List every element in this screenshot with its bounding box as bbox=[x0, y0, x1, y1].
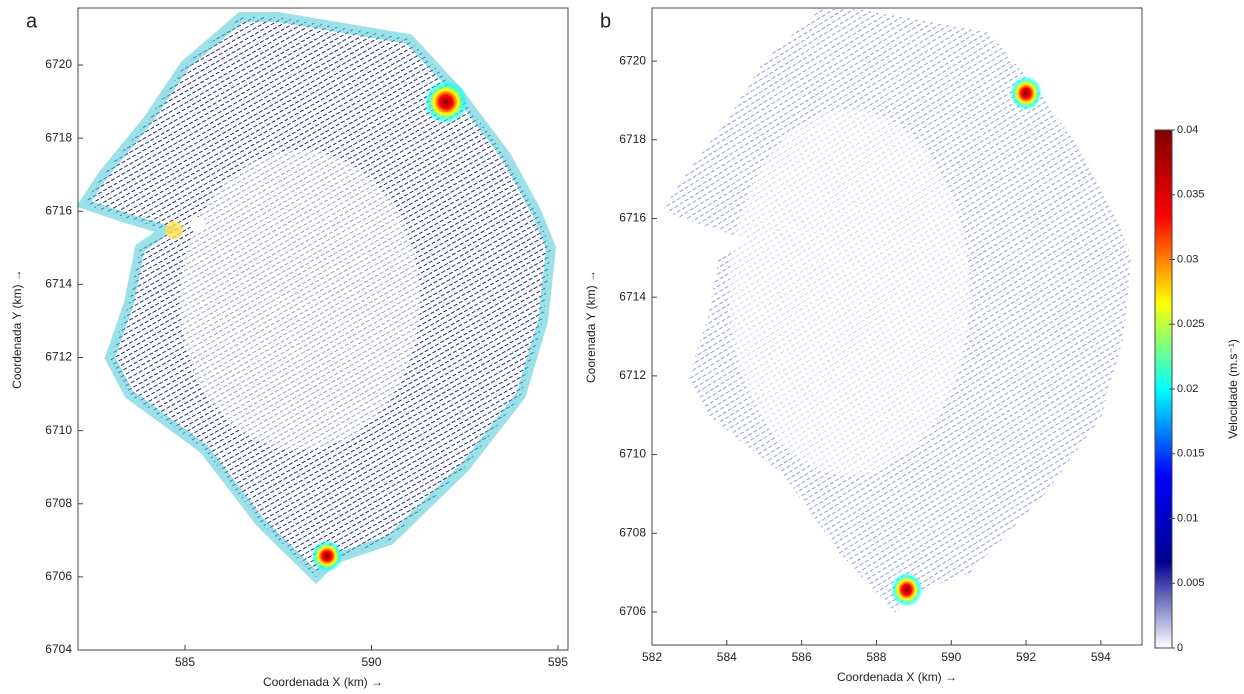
x-axis-label: Coordenada X (km) → bbox=[837, 670, 957, 684]
x-tick-label: 585 bbox=[175, 655, 195, 669]
plot-frame bbox=[77, 7, 569, 651]
y-tick-label: 6708 bbox=[45, 496, 72, 510]
x-tick-label: 590 bbox=[941, 650, 961, 664]
colorbar-tick-label: 0.02 bbox=[1177, 383, 1198, 395]
x-tick-label: 584 bbox=[717, 650, 737, 664]
x-tick-label: 588 bbox=[866, 650, 886, 664]
y-tick-label: 6714 bbox=[619, 289, 646, 303]
y-tick-label: 6704 bbox=[45, 642, 72, 656]
colorbar-tick-label: 0 bbox=[1177, 642, 1183, 654]
y-tick-label: 6708 bbox=[619, 525, 646, 539]
colorbar-tick-label: 0.035 bbox=[1177, 189, 1205, 201]
colorbar-tick-label: 0.03 bbox=[1177, 253, 1198, 265]
x-tick-label: 592 bbox=[1016, 650, 1036, 664]
x-tick-label: 582 bbox=[642, 650, 662, 664]
y-tick-label: 6712 bbox=[45, 350, 72, 364]
panel-label: a bbox=[26, 10, 38, 32]
lake-a bbox=[76, 12, 557, 585]
x-axis-label: Coordenada X (km) → bbox=[263, 675, 383, 689]
y-tick-label: 6716 bbox=[619, 211, 646, 225]
colorbar-tick-label: 0.005 bbox=[1177, 577, 1205, 589]
y-axis-label: Coorenada Y (km) → bbox=[584, 270, 598, 383]
y-tick-label: 6718 bbox=[45, 130, 72, 144]
y-tick-label: 6710 bbox=[45, 423, 72, 437]
y-tick-label: 6716 bbox=[45, 203, 72, 217]
colorbar-tick-label: 0.015 bbox=[1177, 448, 1205, 460]
y-axis-label: Coordenada Y (km) → bbox=[10, 269, 24, 389]
y-tick-label: 6706 bbox=[45, 569, 72, 583]
y-tick-label: 6714 bbox=[45, 277, 72, 291]
colorbar-tick-label: 0.025 bbox=[1177, 318, 1205, 330]
y-tick-label: 6720 bbox=[45, 57, 72, 71]
panel-label: b bbox=[600, 10, 611, 32]
y-tick-label: 6712 bbox=[619, 368, 646, 382]
y-tick-label: 6706 bbox=[619, 604, 646, 618]
colorbar-tick-label: 0.04 bbox=[1177, 124, 1198, 136]
lake-b bbox=[662, 9, 1132, 613]
x-tick-label: 590 bbox=[361, 655, 381, 669]
y-tick-label: 6718 bbox=[619, 132, 646, 146]
x-tick-label: 586 bbox=[792, 650, 812, 664]
colorbar-label: Velocidade (m.s⁻¹) bbox=[1226, 339, 1240, 439]
plot-frame bbox=[651, 7, 1143, 646]
colorbar-tick-label: 0.01 bbox=[1177, 512, 1198, 524]
y-tick-label: 6710 bbox=[619, 447, 646, 461]
x-tick-label: 594 bbox=[1091, 650, 1111, 664]
y-tick-label: 6720 bbox=[619, 53, 646, 67]
x-tick-label: 595 bbox=[548, 655, 568, 669]
